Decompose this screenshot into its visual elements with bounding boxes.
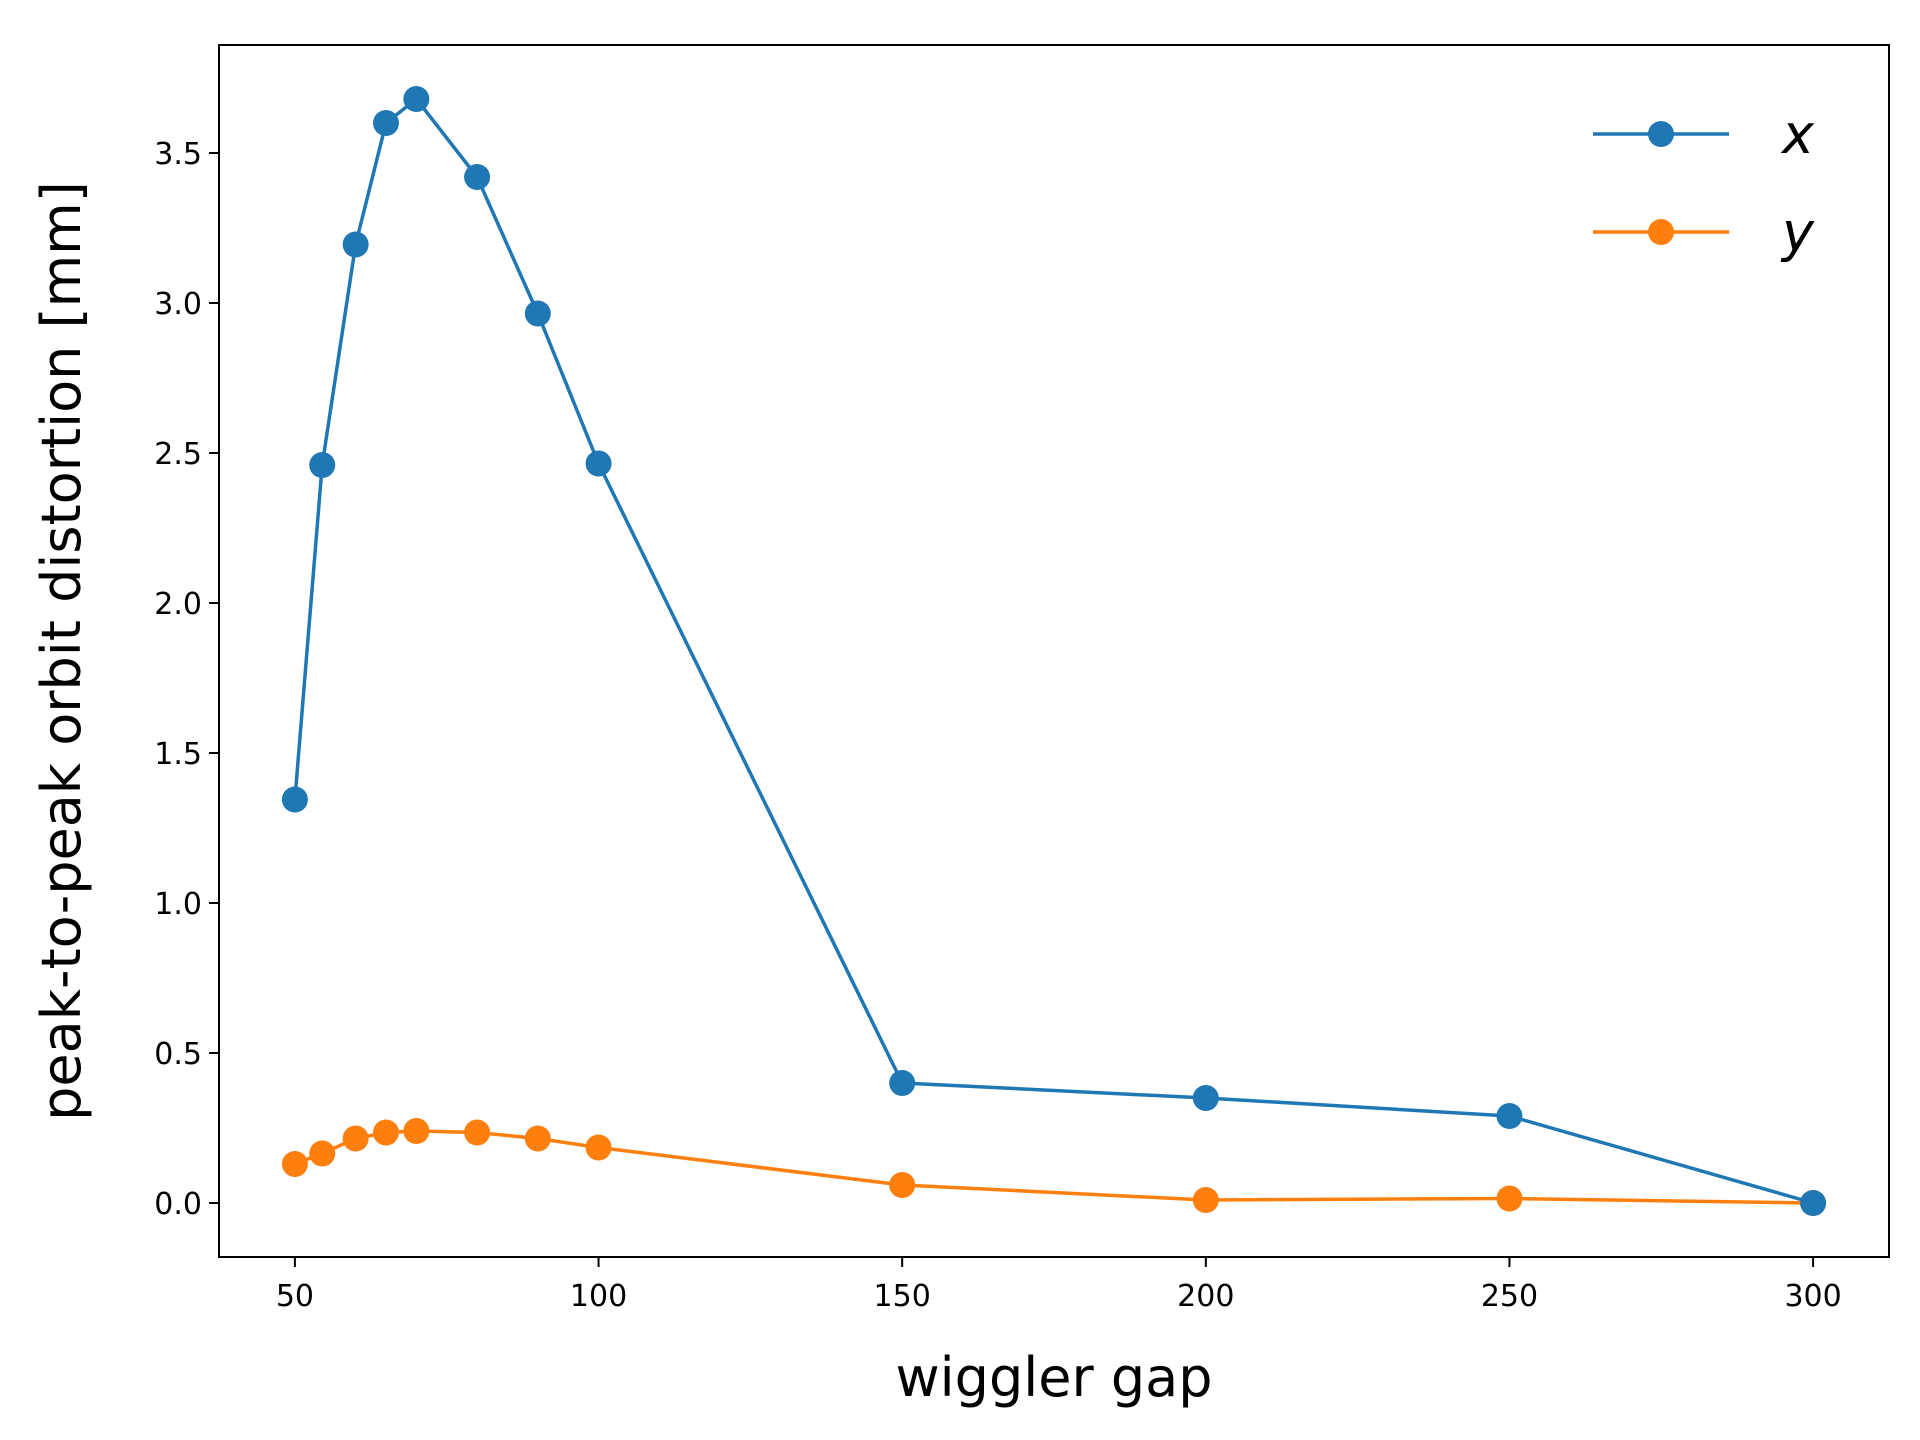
legend-label: y	[1780, 201, 1815, 264]
data-point-x	[524, 300, 551, 327]
y-tick-label: 0.0	[154, 1187, 202, 1222]
data-point-x	[1192, 1085, 1219, 1111]
series-layer	[281, 86, 1827, 1216]
legend-item-y: y	[1593, 201, 1815, 264]
data-point-y	[1192, 1187, 1219, 1213]
y-axis-title: peak-to-peak orbit distortion [mm]	[30, 181, 93, 1121]
x-tick-label: 150	[874, 1279, 931, 1314]
legend-label: x	[1780, 103, 1815, 166]
x-axis: 50 100 150 200 250 300	[276, 1257, 1842, 1314]
data-point-x	[403, 86, 430, 112]
legend-item-x: x	[1593, 103, 1815, 166]
data-point-y	[373, 1119, 399, 1146]
data-point-x	[373, 110, 399, 136]
data-point-x	[281, 786, 308, 813]
plot-area	[219, 45, 1889, 1257]
y-tick-label: 3.0	[154, 287, 202, 322]
data-point-y	[464, 1119, 491, 1146]
data-point-y	[281, 1151, 308, 1177]
data-point-y	[585, 1134, 612, 1161]
y-tick-label: 1.5	[154, 737, 202, 772]
legend-marker	[1648, 121, 1674, 147]
legend: xy	[1593, 103, 1815, 264]
data-point-y	[309, 1140, 336, 1167]
data-point-y	[1496, 1185, 1523, 1212]
data-point-x	[889, 1070, 916, 1096]
y-axis: 0.0 0.5 1.0 1.5 2.0 2.5 3.0 3.5	[154, 137, 219, 1222]
y-tick-label: 2.5	[154, 437, 202, 472]
series-line-x	[293, 97, 1814, 1205]
data-point-x	[1496, 1103, 1523, 1129]
data-point-x	[585, 450, 612, 477]
data-point-x	[1800, 1190, 1827, 1216]
y-tick-label: 1.0	[154, 887, 202, 922]
x-tick-label: 50	[276, 1279, 314, 1314]
data-point-y	[342, 1125, 369, 1152]
x-tick-label: 100	[570, 1279, 627, 1314]
plot-frame	[218, 44, 1890, 1258]
data-point-y	[524, 1125, 551, 1152]
data-point-x	[309, 452, 336, 478]
y-tick-label: 2.0	[154, 587, 202, 622]
data-point-y	[889, 1172, 916, 1198]
y-tick-label: 0.5	[154, 1037, 202, 1072]
x-tick-label: 250	[1481, 1279, 1538, 1314]
data-point-x	[342, 231, 369, 258]
x-tick-label: 200	[1177, 1279, 1234, 1314]
x-tick-label: 300	[1784, 1279, 1841, 1314]
data-point-y	[403, 1118, 430, 1144]
x-axis-title: wiggler gap	[896, 1346, 1213, 1409]
y-tick-label: 3.5	[154, 137, 202, 172]
legend-marker	[1648, 219, 1674, 245]
data-point-x	[464, 164, 491, 190]
